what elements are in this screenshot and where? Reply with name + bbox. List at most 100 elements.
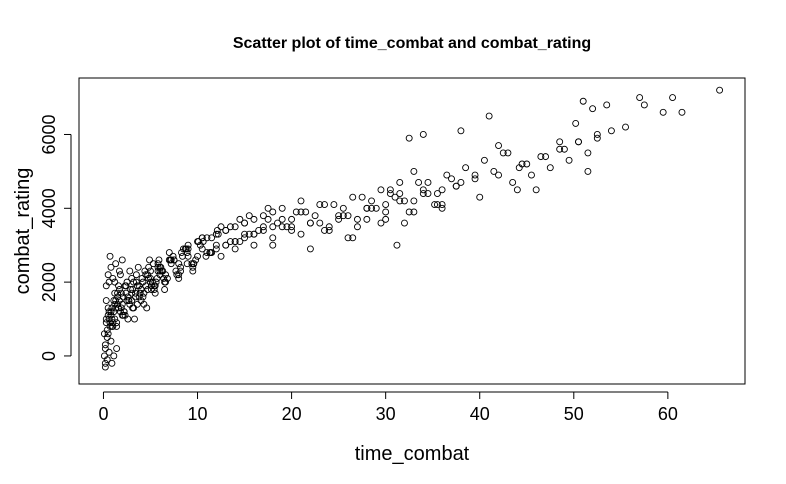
data-point — [349, 234, 357, 242]
data-point — [542, 153, 550, 161]
data-point — [363, 204, 371, 212]
data-point — [208, 234, 216, 242]
data-point — [556, 138, 564, 146]
data-point — [154, 263, 162, 271]
x-tick-label: 60 — [658, 404, 678, 424]
data-point — [325, 223, 333, 231]
data-point — [188, 260, 196, 268]
data-point — [177, 267, 185, 275]
data-point — [622, 123, 629, 131]
data-point — [130, 278, 138, 286]
data-point — [255, 226, 263, 234]
data-point — [136, 289, 144, 297]
data-point — [532, 186, 540, 194]
data-point — [259, 223, 267, 231]
data-point — [504, 149, 512, 157]
data-point — [344, 212, 352, 220]
data-point — [431, 201, 439, 209]
data-point — [147, 282, 155, 290]
data-point — [131, 315, 138, 323]
data-point — [316, 201, 324, 209]
data-point — [396, 190, 404, 197]
data-point — [410, 197, 418, 205]
data-point — [495, 142, 502, 150]
data-point — [151, 289, 159, 297]
data-point — [202, 252, 210, 260]
data-point — [217, 252, 225, 260]
data-point — [102, 297, 110, 305]
data-point — [108, 315, 116, 323]
data-point — [145, 263, 153, 271]
data-point — [424, 190, 432, 197]
data-point — [607, 127, 615, 135]
data-point — [560, 145, 568, 153]
data-point — [226, 238, 234, 245]
data-point — [283, 223, 291, 231]
data-point — [212, 245, 220, 253]
data-point — [495, 171, 502, 179]
y-tick-label: 0 — [39, 351, 59, 361]
data-point — [111, 289, 119, 297]
data-point — [419, 131, 427, 138]
data-point — [156, 267, 164, 275]
data-point — [264, 204, 272, 212]
data-point — [190, 260, 198, 268]
data-point — [537, 153, 545, 161]
data-point — [575, 138, 582, 146]
data-point — [109, 274, 117, 282]
data-point — [438, 201, 446, 209]
data-point — [101, 363, 109, 371]
x-tick-label: 50 — [564, 404, 584, 424]
data-point — [142, 271, 150, 279]
data-point — [103, 326, 111, 334]
data-point — [405, 208, 413, 216]
data-point — [382, 208, 390, 216]
data-point — [113, 322, 121, 330]
data-point — [572, 119, 580, 127]
data-point — [139, 278, 147, 286]
data-point — [288, 226, 296, 234]
data-point — [344, 234, 352, 242]
data-point — [154, 267, 162, 275]
data-point — [306, 219, 314, 227]
data-point — [443, 171, 451, 179]
x-tick-label: 0 — [98, 404, 108, 424]
data-point — [433, 201, 441, 209]
data-point — [236, 215, 244, 223]
data-point — [353, 223, 361, 231]
data-point — [108, 359, 116, 367]
data-point — [462, 164, 470, 172]
data-point — [372, 204, 380, 212]
data-point — [110, 352, 118, 360]
data-point — [245, 230, 253, 238]
data-point — [259, 212, 267, 220]
data-point — [111, 278, 119, 286]
data-point — [457, 127, 465, 135]
data-point — [175, 274, 183, 282]
data-point — [393, 241, 401, 249]
data-point — [457, 179, 465, 186]
data-point — [396, 179, 404, 186]
data-point — [184, 245, 192, 253]
data-point — [330, 201, 338, 209]
data-point — [170, 256, 178, 264]
data-point — [659, 108, 667, 116]
data-point — [114, 289, 122, 297]
data-point — [358, 193, 366, 201]
data-point — [259, 226, 267, 234]
data-point — [391, 193, 399, 201]
data-point — [410, 167, 418, 175]
data-point — [556, 145, 564, 153]
data-point — [125, 297, 133, 305]
data-point — [274, 219, 281, 227]
data-point — [241, 234, 249, 242]
data-point — [640, 101, 648, 109]
data-point — [128, 289, 136, 297]
data-point — [213, 226, 221, 234]
data-point — [250, 215, 258, 223]
data-point — [396, 197, 404, 205]
data-point — [112, 304, 120, 312]
data-point — [523, 160, 531, 168]
